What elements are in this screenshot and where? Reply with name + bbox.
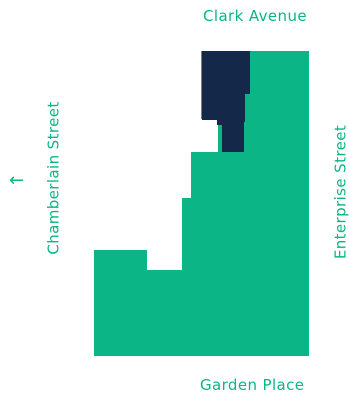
- parcel-highlight: [202, 51, 250, 152]
- street-label-east: Enterprise Street: [331, 124, 349, 260]
- street-label-south: Garden Place: [200, 376, 305, 394]
- street-label-north: Clark Avenue: [203, 7, 307, 25]
- parcel-main: [94, 51, 309, 356]
- west-arrow-icon: ←: [9, 170, 25, 191]
- street-label-west: Chamberlain Street: [44, 101, 63, 255]
